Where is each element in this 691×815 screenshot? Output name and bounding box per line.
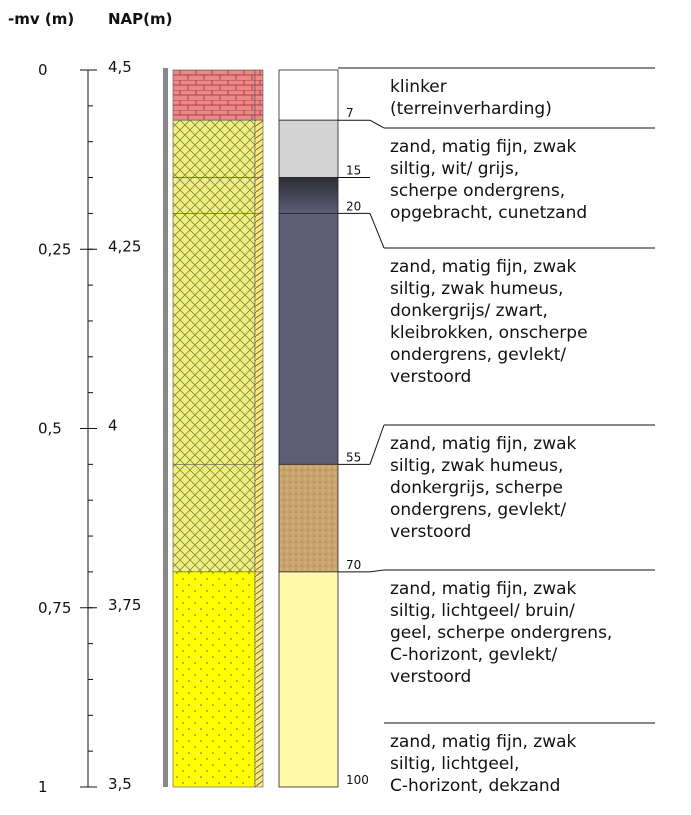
depth-leader-diag [370, 120, 384, 128]
depth-label: 55 [346, 450, 361, 464]
lithology-side [255, 70, 263, 120]
lithology-side [255, 572, 263, 787]
soil-column [279, 120, 338, 177]
mv-label: 0 [38, 61, 48, 79]
lithology-column [173, 70, 255, 120]
lithology-side [255, 464, 263, 572]
description-line: geel, scherpe ondergrens, [390, 623, 612, 643]
description-line: zand, matig fijn, zwak [390, 732, 577, 752]
nap-header: NAP(m) [108, 10, 173, 28]
depth-bar [163, 68, 168, 787]
depth-leader-diag [370, 570, 384, 572]
description-line: kleibrokken, onscherpe [390, 323, 588, 343]
description-line: verstoord [390, 367, 471, 387]
description-line: zand, matig fijn, zwak [390, 137, 577, 157]
diagram-body: 0 4,5 0,25 4,25 0,5 4 0,75 3,75 1 3,5 7 15 20 55 70 100… [38, 58, 655, 796]
description-line: (terreinverharding) [390, 99, 552, 119]
nap-label: 4,5 [108, 58, 132, 76]
description-line: siltig, lichtgeel, [390, 754, 519, 774]
description-line: ondergrens, gevlekt/ [390, 345, 566, 365]
depth-label: 100 [346, 773, 369, 787]
depth-label: 70 [346, 558, 361, 572]
description-line: donkergrijs/ zwart, [390, 301, 548, 321]
description-line: scherpe ondergrens, [390, 181, 565, 201]
description-line: opgebracht, cunetzand [390, 203, 587, 223]
boring-log: -mv (m) NAP(m) 0 4,5 0,25 4,25 0,5 4 0,75 3,75 1… [0, 0, 691, 815]
description-line: verstoord [390, 522, 471, 542]
nap-label: 3,5 [108, 775, 132, 793]
soil-column [279, 70, 338, 120]
mv-label: 0,5 [38, 420, 62, 438]
description-line: siltig, lichtgeel/ bruin/ [390, 601, 575, 621]
mv-label: 0,75 [38, 599, 71, 617]
lithology-side [255, 213, 263, 464]
depth-leader-diag [370, 213, 384, 248]
soil-column [279, 572, 338, 787]
lithology-column [173, 572, 255, 787]
soil-column [279, 464, 338, 572]
lithology-column [173, 213, 255, 464]
description-line: C-horizont, gevlekt/ [390, 645, 557, 665]
depth-label: 7 [346, 106, 354, 120]
depth-label: 20 [346, 199, 361, 213]
mv-label: 0,25 [38, 240, 71, 258]
mv-header: -mv (m) [8, 10, 74, 28]
description-line: donkergrijs, scherpe [390, 478, 563, 498]
depth-leader-diag [370, 425, 384, 464]
nap-label: 4 [108, 417, 118, 435]
lithology-side [255, 120, 263, 177]
nap-label: 3,75 [108, 596, 141, 614]
description-line: siltig, zwak humeus, [390, 279, 563, 299]
lithology-side [255, 178, 263, 214]
description-line: C-horizont, dekzand [390, 776, 560, 796]
mv-label: 1 [38, 778, 48, 796]
nap-label: 4,25 [108, 237, 141, 255]
soil-column [279, 178, 338, 214]
lithology-column [173, 120, 255, 177]
description-line: zand, matig fijn, zwak [390, 257, 577, 277]
description-line: zand, matig fijn, zwak [390, 434, 577, 454]
description-line: ondergrens, gevlekt/ [390, 500, 566, 520]
lithology-column [173, 464, 255, 572]
lithology-column [173, 178, 255, 214]
description-line: siltig, zwak humeus, [390, 456, 563, 476]
description-line: zand, matig fijn, zwak [390, 579, 577, 599]
description-line: siltig, wit/ grijs, [390, 159, 519, 179]
description-line: klinker [390, 77, 447, 97]
soil-column [279, 213, 338, 464]
depth-label: 15 [346, 164, 361, 178]
description-line: verstoord [390, 667, 471, 687]
